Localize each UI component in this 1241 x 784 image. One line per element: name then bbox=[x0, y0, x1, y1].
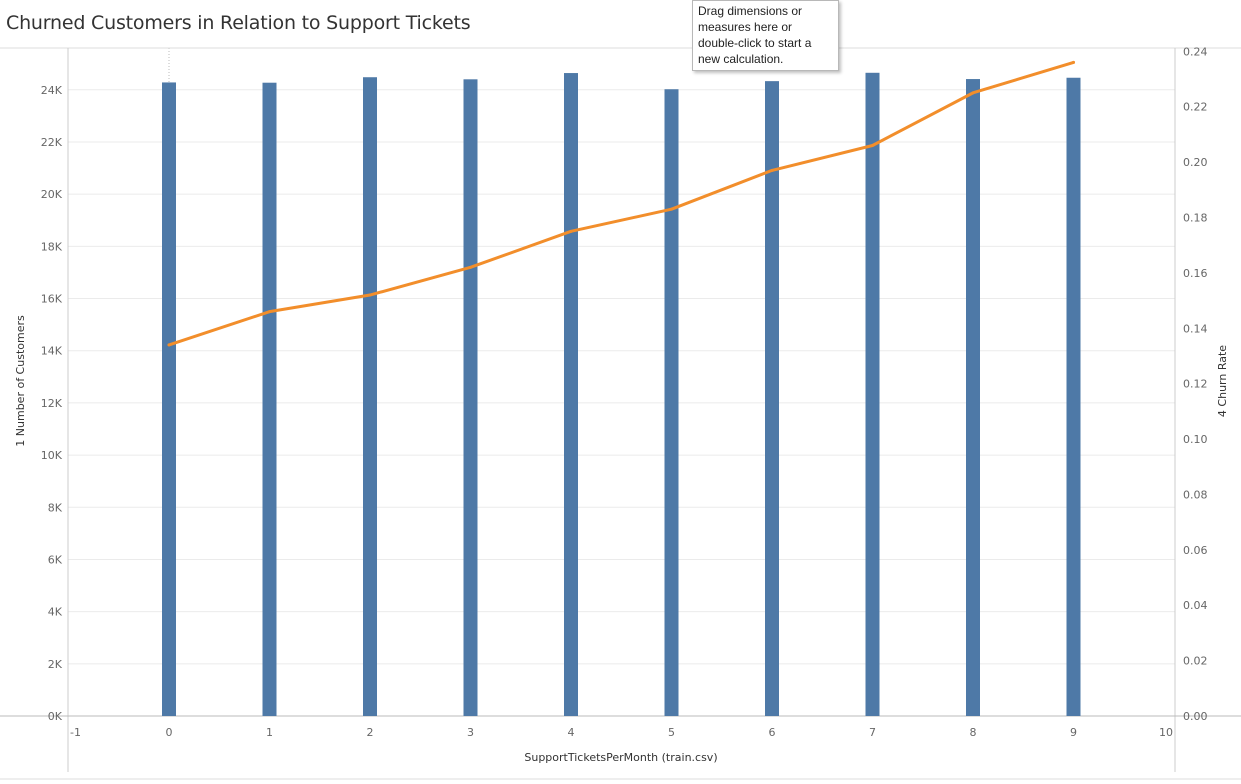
line-point[interactable] bbox=[670, 207, 673, 211]
right-tick-label: 0.16 bbox=[1183, 267, 1208, 280]
line-point[interactable] bbox=[1072, 60, 1075, 64]
right-tick-label: 0.00 bbox=[1183, 710, 1208, 723]
left-tick-label: 0K bbox=[48, 710, 63, 723]
left-axis-title: 1 Number of Customers bbox=[14, 315, 27, 447]
bar[interactable] bbox=[865, 72, 880, 716]
right-tick-label: 0.14 bbox=[1183, 322, 1208, 335]
drop-hint-tooltip: Drag dimensions or measures here or doub… bbox=[692, 0, 839, 71]
right-tick-label: 0.04 bbox=[1183, 599, 1208, 612]
left-tick-label: 2K bbox=[48, 658, 63, 671]
bar-series[interactable] bbox=[162, 72, 1081, 717]
right-tick-label: 0.12 bbox=[1183, 378, 1208, 391]
line-series[interactable] bbox=[167, 60, 1076, 347]
bar[interactable] bbox=[262, 82, 277, 716]
right-tick-label: 0.20 bbox=[1183, 156, 1208, 169]
churn-rate-line[interactable] bbox=[167, 60, 1075, 347]
x-tick-label: 4 bbox=[568, 726, 575, 739]
right-tick-label: 0.02 bbox=[1183, 655, 1208, 668]
bar[interactable] bbox=[966, 79, 980, 716]
x-axis-title: SupportTicketsPerMonth (train.csv) bbox=[524, 751, 717, 764]
line-point[interactable] bbox=[871, 143, 874, 147]
right-tick-label: 0.10 bbox=[1183, 433, 1208, 446]
gridlines bbox=[68, 48, 1175, 716]
x-tick-label: 6 bbox=[769, 726, 776, 739]
line-point[interactable] bbox=[569, 229, 573, 233]
right-tick-label: 0.06 bbox=[1183, 544, 1208, 557]
bar[interactable] bbox=[765, 81, 779, 717]
x-axis: -1 0 1 2 3 4 5 6 7 8 9 10 bbox=[70, 726, 1173, 739]
left-tick-label: 12K bbox=[41, 397, 63, 410]
left-tick-label: 18K bbox=[41, 240, 63, 253]
x-tick-label: 0 bbox=[166, 726, 173, 739]
left-tick-label: 4K bbox=[48, 606, 63, 619]
chart-title: Churned Customers in Relation to Support… bbox=[6, 12, 471, 34]
left-tick-label: 10K bbox=[41, 449, 63, 462]
right-tick-label: 0.22 bbox=[1183, 101, 1208, 114]
left-axis: 0K 2K 4K 6K 8K 10K 12K 14K 16K 18K 20K 22K 24K bbox=[41, 84, 63, 723]
right-tick-label: 0.24 bbox=[1183, 45, 1208, 58]
x-tick-label: 7 bbox=[869, 726, 876, 739]
x-tick-label: 9 bbox=[1070, 726, 1077, 739]
x-tick-label: 2 bbox=[367, 726, 374, 739]
line-point[interactable] bbox=[469, 265, 472, 269]
bar[interactable] bbox=[564, 73, 578, 717]
right-tick-label: 0.18 bbox=[1183, 211, 1208, 224]
line-point[interactable] bbox=[368, 293, 372, 297]
x-tick-label: 10 bbox=[1159, 726, 1173, 739]
line-point[interactable] bbox=[770, 168, 774, 172]
left-tick-label: 20K bbox=[41, 188, 63, 201]
x-tick-label: 5 bbox=[668, 726, 675, 739]
left-tick-label: 16K bbox=[41, 293, 63, 306]
line-point[interactable] bbox=[971, 91, 975, 95]
right-tick-label: 0.08 bbox=[1183, 488, 1208, 501]
right-axis-title: 4 Churn Rate bbox=[1216, 345, 1229, 417]
line-point[interactable] bbox=[167, 343, 171, 347]
bar[interactable] bbox=[162, 82, 176, 717]
line-point[interactable] bbox=[268, 310, 271, 314]
right-axis: 0.00 0.02 0.04 0.06 0.08 0.10 0.12 0.14 0.16 0.18… bbox=[1183, 45, 1208, 723]
left-tick-label: 14K bbox=[41, 345, 63, 358]
plot-frame bbox=[0, 47, 1241, 780]
x-tick-label: -1 bbox=[70, 726, 81, 739]
bar[interactable] bbox=[664, 89, 679, 716]
left-tick-label: 6K bbox=[48, 553, 63, 566]
x-tick-label: 8 bbox=[970, 726, 977, 739]
left-tick-label: 24K bbox=[41, 84, 63, 97]
bar[interactable] bbox=[363, 77, 377, 717]
bar[interactable] bbox=[463, 79, 478, 716]
bar[interactable] bbox=[1066, 77, 1081, 716]
x-tick-label: 3 bbox=[467, 726, 474, 739]
left-tick-label: 22K bbox=[41, 136, 63, 149]
x-tick-label: 1 bbox=[266, 726, 273, 739]
left-tick-label: 8K bbox=[48, 501, 63, 514]
